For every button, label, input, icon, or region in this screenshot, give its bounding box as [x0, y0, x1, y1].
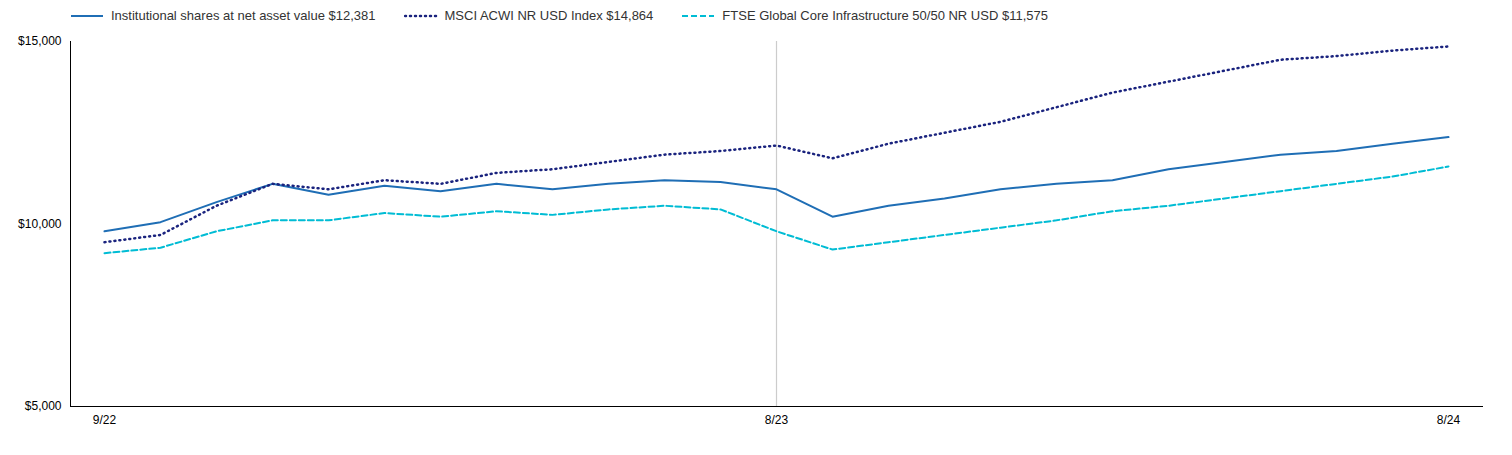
svg-text:9/22: 9/22	[93, 413, 117, 427]
svg-text:$5,000: $5,000	[25, 399, 62, 413]
svg-text:$15,000: $15,000	[18, 34, 62, 48]
svg-text:$10,000: $10,000	[18, 217, 62, 231]
html-text:Institutional shares at net as: Institutional shares at net asset value …	[111, 8, 376, 23]
html-text:FTSE Global Core Infrastructur: FTSE Global Core Infrastructure 50/50 NR…	[722, 8, 1048, 23]
svg-text:8/24: 8/24	[1437, 413, 1461, 427]
html-text:MSCI ACWI NR USD Index $14,864: MSCI ACWI NR USD Index $14,864	[444, 8, 654, 23]
svg-text:8/23: 8/23	[765, 413, 789, 427]
